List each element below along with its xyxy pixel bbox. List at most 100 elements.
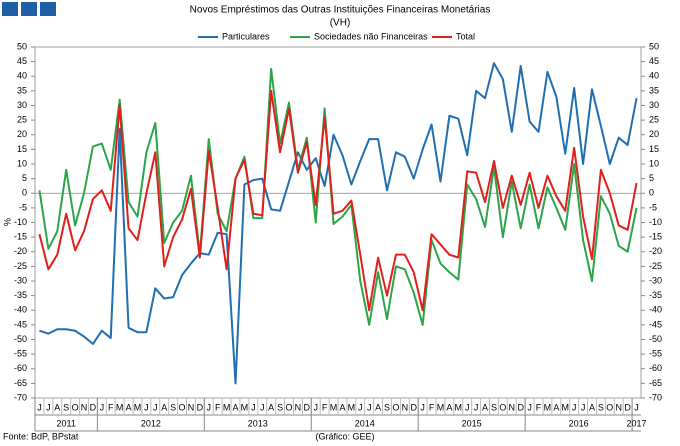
x-tick-label: O xyxy=(392,402,399,412)
x-tick-label: M xyxy=(241,402,249,412)
x-tick-label: N xyxy=(295,402,302,412)
y-tick-label: 15 xyxy=(17,144,27,154)
series-line xyxy=(39,62,638,385)
y2-tick-label: 50 xyxy=(649,41,659,51)
y-tick-label: 30 xyxy=(17,100,27,110)
x-tick-label: O xyxy=(606,402,613,412)
x-tick-label: A xyxy=(268,402,274,412)
logo-block xyxy=(2,2,18,16)
x-tick-label: N xyxy=(615,402,622,412)
x-tick-label: M xyxy=(437,402,445,412)
y-tick-label: -15 xyxy=(14,232,27,242)
y2-tick-label: 0 xyxy=(649,188,654,198)
x-tick-label: J xyxy=(581,402,586,412)
y2-tick-label: 40 xyxy=(649,71,659,81)
y2-tick-label: 15 xyxy=(649,144,659,154)
x-tick-label: A xyxy=(54,402,60,412)
series-line xyxy=(38,67,638,326)
x-tick-label: M xyxy=(134,402,142,412)
x-tick-label: A xyxy=(233,402,239,412)
x-tick-label: J xyxy=(100,402,105,412)
x-tick-label: A xyxy=(161,402,167,412)
y-tick-label: -60 xyxy=(14,363,27,373)
x-tick-label: F xyxy=(215,402,221,412)
y-tick-label: 5 xyxy=(22,173,27,183)
x-tick-label: J xyxy=(367,402,372,412)
legend-label: Particulares xyxy=(222,31,270,41)
x-tick-label: J xyxy=(634,402,639,412)
x-tick-label: A xyxy=(126,402,132,412)
x-tick-label: N xyxy=(509,402,516,412)
y2-tick-label: -5 xyxy=(649,202,657,212)
plot-frame xyxy=(34,46,642,399)
x-tick-label: J xyxy=(420,402,425,412)
x-tick-label: N xyxy=(188,402,195,412)
logo-block xyxy=(21,2,37,16)
x-tick-label: D xyxy=(197,402,204,412)
x-tick-label: M xyxy=(562,402,570,412)
x-tick-label: J xyxy=(474,402,479,412)
x-tick-label: O xyxy=(499,402,506,412)
y-tick-label: -65 xyxy=(14,378,27,388)
y2-tick-label: -50 xyxy=(649,334,662,344)
x-tick-label: D xyxy=(304,402,311,412)
y-tick-label: -50 xyxy=(14,334,27,344)
y2-tick-label: -15 xyxy=(649,232,662,242)
x-tick-label: S xyxy=(384,402,390,412)
chart-subtitle: (VH) xyxy=(330,18,351,29)
y2-tick-label: -65 xyxy=(649,378,662,388)
x-tick-label: J xyxy=(313,402,318,412)
y2-tick-label: -45 xyxy=(649,319,662,329)
x-tick-label: D xyxy=(90,402,97,412)
y2-tick-label: 10 xyxy=(649,158,659,168)
y2-tick-label: 25 xyxy=(649,115,659,125)
x-tick-label: F xyxy=(322,402,328,412)
x-tick-label: S xyxy=(63,402,69,412)
y-tick-label: 0 xyxy=(22,188,27,198)
y-tick-label: 40 xyxy=(17,71,27,81)
x-tick-label: J xyxy=(37,402,42,412)
x-tick-label: M xyxy=(116,402,124,412)
x-tick-label: O xyxy=(285,402,292,412)
x-tick-label: D xyxy=(624,402,631,412)
series-line xyxy=(38,89,638,312)
y-tick-label: -20 xyxy=(14,246,27,256)
x-tick-label: F xyxy=(429,402,435,412)
x-tick-label: J xyxy=(46,402,51,412)
x-tick-label: M xyxy=(330,402,338,412)
x-tick-label: N xyxy=(402,402,409,412)
x-tick-label: A xyxy=(553,402,559,412)
y-tick-label: -5 xyxy=(19,202,27,212)
x-tick-label: A xyxy=(482,402,488,412)
x-tick-label: J xyxy=(572,402,577,412)
x-tick-label: A xyxy=(339,402,345,412)
legend-label: Sociedades não Financeiras xyxy=(314,31,428,41)
x-tick-label: J xyxy=(144,402,149,412)
x-tick-label: N xyxy=(81,402,88,412)
y-tick-label: 50 xyxy=(17,41,27,51)
x-tick-label: A xyxy=(375,402,381,412)
x-tick-label: S xyxy=(277,402,283,412)
chart-title: Novos Empréstimos das Outras Instituiçõe… xyxy=(190,5,491,16)
x-tick-label: F xyxy=(536,402,542,412)
x-tick-label: J xyxy=(207,402,212,412)
y2-tick-label: -10 xyxy=(649,217,662,227)
x-tick-label: J xyxy=(358,402,363,412)
y-tick-label: -25 xyxy=(14,261,27,271)
y-axis-label: % xyxy=(2,218,12,226)
x-tick-label: S xyxy=(598,402,604,412)
x-tick-label: J xyxy=(527,402,532,412)
year-label: 2014 xyxy=(355,418,375,428)
y-tick-label: -30 xyxy=(14,275,27,285)
x-tick-label: O xyxy=(72,402,79,412)
year-label: 2012 xyxy=(141,418,161,428)
year-label: 2011 xyxy=(57,418,76,428)
y-tick-label: 45 xyxy=(17,56,27,66)
y2-tick-label: -40 xyxy=(649,305,662,315)
year-label: 2016 xyxy=(569,418,589,428)
y-tick-label: -70 xyxy=(14,392,27,402)
x-tick-label: J xyxy=(251,402,256,412)
y-tick-label: -10 xyxy=(14,217,27,227)
y-tick-label: 35 xyxy=(17,85,27,95)
